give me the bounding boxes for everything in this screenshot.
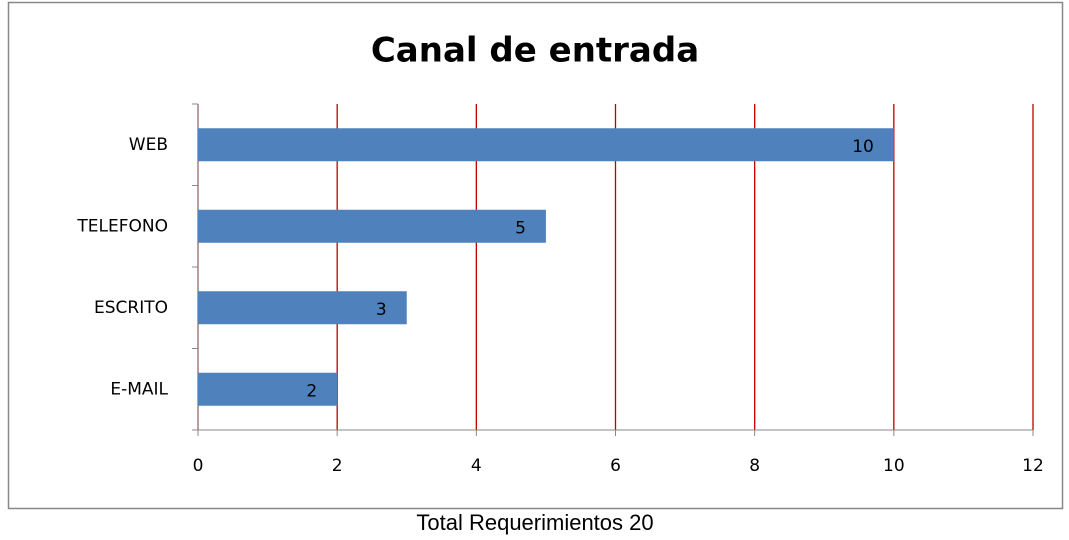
- y-tick-label: ESCRITO: [94, 298, 168, 318]
- chart-frame: [7, 1, 1064, 510]
- x-tick-label: 12: [1022, 456, 1044, 476]
- bar: [198, 209, 546, 243]
- data-label: 2: [306, 381, 317, 401]
- chart-title: Canal de entrada: [371, 31, 699, 71]
- y-tick-label: E-MAIL: [110, 379, 168, 399]
- data-label: 10: [852, 137, 874, 157]
- bar: [198, 372, 338, 406]
- x-tick-label: 0: [193, 456, 204, 476]
- bar: [198, 291, 407, 325]
- x-tick-label: 4: [471, 456, 482, 476]
- x-tick-label: 6: [610, 456, 621, 476]
- x-tick-label: 2: [332, 456, 343, 476]
- data-label: 5: [515, 218, 526, 238]
- y-tick-label: TELEFONO: [76, 216, 168, 236]
- data-label: 3: [376, 300, 387, 320]
- x-tick-label: 8: [749, 456, 760, 476]
- bar: [198, 128, 894, 162]
- caption: Total Requerimientos 20: [416, 510, 653, 535]
- y-tick-label: WEB: [129, 135, 168, 155]
- x-tick-label: 10: [883, 456, 905, 476]
